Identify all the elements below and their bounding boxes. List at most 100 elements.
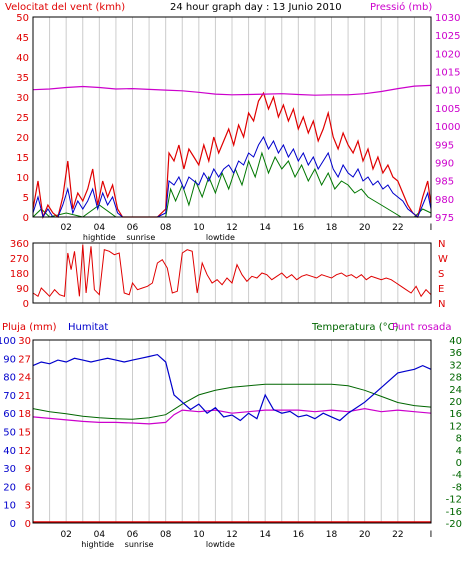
wind-y-tick-label: 20 [16,133,29,144]
humidity-axis-label: Humitat [68,322,108,333]
temperature-y-tick-label: 24 [449,385,462,396]
pressure-y-tick-label: 995 [435,140,454,151]
bottom-x-tick-label: 12 [226,530,237,540]
temperature-y-tick-label: 16 [449,409,462,420]
wind-y-tick-label: 35 [16,73,29,84]
wind-speed-title: Velocitat del vent (kmh) [5,2,125,13]
pressure-title: Pressió (mb) [370,1,432,13]
temperature-y-tick-label: 0 [456,458,462,469]
pressure-y-tick-label: 990 [435,158,454,169]
direction-y-tick-label: 0 [23,299,29,310]
humidity-y-tick-label: 50 [3,428,16,439]
top-x-tick-label: 18 [326,223,338,233]
humidity-y-tick-label: 60 [3,409,16,420]
top-x-tick-label: I [430,223,433,233]
rain-y-tick-label: 18 [18,409,31,420]
compass-label: N [438,239,445,250]
top-x-tick-label: 04 [94,223,106,233]
temperature-y-tick-label: 36 [449,348,462,359]
pressure-y-tick-label: 1015 [435,68,460,79]
bottom-x-tick-label: I [430,530,433,540]
direction-y-tick-label: 180 [10,269,29,280]
temperature-y-tick-label: 12 [449,421,462,432]
climate-plot-frame [32,339,432,524]
rain-y-tick-label: 6 [25,482,31,493]
rain-y-tick-label: 27 [18,354,31,365]
direction-y-tick-label: 90 [16,284,29,295]
rain-y-tick-label: 9 [25,464,31,475]
wind-y-tick-label: 25 [16,113,29,124]
temperature-y-tick-label: 8 [456,434,462,445]
top-x-tick-label: 08 [160,223,172,233]
wind-y-tick-label: 5 [23,193,29,204]
bottom-x-tick-label: 16 [293,530,305,540]
temperature-y-tick-label: 4 [456,446,462,457]
wind-y-tick-label: 30 [16,93,29,104]
pressure-y-tick-label: 1000 [435,122,460,133]
temperature-axis-label: Temperatura (°C) [311,322,399,333]
rain-y-tick-label: 12 [18,446,31,457]
top-x-tick-label: 16 [293,223,305,233]
temperature-line [32,383,432,420]
wind-direction-line [32,244,432,298]
top-x-tick-label: 22 [392,223,403,233]
compass-label: S [438,269,444,280]
wind-avg-line [32,135,432,219]
bottom-x-tick-label: 08 [160,530,172,540]
humidity-y-tick-label: 0 [10,519,16,530]
compass-label: E [438,284,444,295]
bottom-tide-label: hightide [81,540,114,549]
temperature-y-tick-label: 32 [449,360,462,371]
wind-y-tick-label: 15 [16,153,29,164]
bottom-tide-label: lowtide [206,540,235,549]
humidity-y-tick-label: 20 [3,482,16,493]
temperature-y-tick-label: 20 [449,397,462,408]
temperature-y-tick-label: -16 [446,507,462,518]
pressure-y-tick-label: 985 [435,177,454,188]
temperature-y-tick-label: -12 [446,495,462,506]
bottom-x-tick-label: 20 [359,530,371,540]
rain-axis-label: Pluja (mm) [2,322,57,333]
top-x-tick-label: 14 [259,223,271,233]
top-x-tick-label: 06 [127,223,139,233]
rain-y-tick-label: 30 [18,336,31,347]
bottom-x-tick-label: 06 [127,530,139,540]
bottom-x-tick-label: 14 [259,530,271,540]
wind-plot-frame [32,16,432,218]
rain-y-tick-label: 0 [25,519,31,530]
bottom-x-tick-label: 22 [392,530,403,540]
pressure-y-tick-label: 1030 [435,13,460,24]
rain-y-tick-label: 24 [18,373,31,384]
dewpoint-axis-label: Punt rosada [392,322,451,333]
rain-y-tick-label: 15 [18,428,31,439]
wind-y-tick-label: 40 [16,53,29,64]
pressure-y-tick-label: 1020 [435,49,460,60]
compass-label: N [438,299,445,310]
pressure-y-tick-label: 1025 [435,31,460,42]
humidity-y-tick-label: 30 [3,464,16,475]
wind-y-tick-label: 45 [16,33,29,44]
wind-y-tick-label: 0 [23,213,29,224]
graph-title: 24 hour graph day : 13 Junio 2010 [170,2,342,13]
pressure-y-tick-label: 975 [435,213,454,224]
top-x-tick-label: 12 [226,223,237,233]
temperature-y-tick-label: 28 [449,373,462,384]
pressure-line [32,84,432,96]
wind-y-tick-label: 10 [16,173,29,184]
direction-y-tick-label: 360 [10,239,29,250]
humidity-y-tick-label: 40 [3,446,16,457]
top-x-tick-label: 02 [60,223,71,233]
pressure-y-tick-label: 980 [435,195,454,206]
direction-plot-frame [32,242,432,304]
top-tide-label: sunrise [126,233,155,242]
humidity-y-tick-label: 70 [3,391,16,402]
dewpoint-line [32,407,432,425]
wind-speed-line [32,91,432,220]
top-tide-label: hightide [83,233,116,242]
wind-y-tick-label: 50 [16,13,29,24]
bottom-x-tick-label: 18 [326,530,338,540]
rain-y-tick-label: 21 [18,391,31,402]
bottom-x-tick-label: 10 [193,530,205,540]
